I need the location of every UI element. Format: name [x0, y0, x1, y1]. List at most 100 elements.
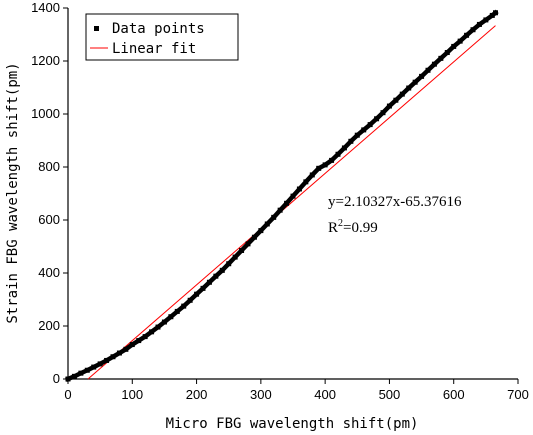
data-point	[483, 17, 489, 23]
r-squared-prefix: R	[328, 220, 338, 236]
y-tick-label: 600	[38, 212, 60, 227]
x-tick-label: 100	[121, 387, 143, 402]
data-point	[444, 50, 450, 56]
legend-box	[85, 13, 239, 61]
data-point	[78, 370, 84, 376]
data-point	[258, 228, 264, 234]
data-point	[264, 221, 270, 227]
data-point	[303, 179, 309, 185]
legend-marker-data-points	[94, 26, 99, 31]
data-point	[277, 207, 283, 213]
data-point	[91, 364, 97, 370]
data-point	[348, 138, 354, 144]
r-squared-exponent: 2	[338, 218, 343, 229]
data-point	[219, 267, 225, 273]
data-point	[431, 61, 437, 67]
r-squared: R2=0.99	[328, 218, 378, 236]
data-point	[104, 357, 110, 363]
data-point	[110, 354, 116, 360]
data-point	[271, 214, 277, 220]
data-point	[457, 38, 463, 44]
data-point	[309, 172, 315, 178]
data-point	[354, 132, 360, 138]
y-tick-label: 0	[53, 371, 60, 386]
y-tick-label: 1200	[31, 53, 60, 68]
r-squared-value: =0.99	[343, 220, 378, 236]
y-tick-label: 200	[38, 318, 60, 333]
data-point	[200, 285, 206, 291]
data-point	[84, 367, 90, 373]
linear-fit-line	[87, 25, 496, 380]
data-point	[226, 261, 232, 267]
y-tick-label: 1000	[31, 106, 60, 121]
data-point	[367, 122, 373, 128]
data-point	[374, 116, 380, 122]
data-point	[380, 110, 386, 116]
data-point	[341, 145, 347, 151]
data-point	[393, 97, 399, 103]
data-point	[489, 12, 495, 18]
legend: Data points Linear fit	[85, 13, 239, 61]
y-tick-label: 800	[38, 159, 60, 174]
data-point	[290, 193, 296, 199]
data-point	[399, 91, 405, 97]
ticks: 0 100 200 300 400 500 600 700 0 200 400 600 800 1000 1…	[31, 0, 529, 402]
data-point	[136, 338, 142, 344]
data-point	[451, 43, 457, 49]
data-point	[187, 297, 193, 303]
data-point	[322, 162, 328, 168]
x-tick-label: 0	[64, 387, 71, 402]
data-point	[406, 85, 412, 91]
data-point	[149, 329, 155, 335]
x-tick-label: 300	[250, 387, 272, 402]
data-point	[361, 127, 367, 133]
data-point	[245, 241, 251, 247]
data-point	[464, 32, 470, 38]
data-point	[123, 346, 129, 352]
x-tick-label: 600	[443, 387, 465, 402]
data-point	[181, 303, 187, 309]
data-point	[116, 350, 122, 356]
data-point	[168, 314, 174, 320]
data-point	[284, 200, 290, 206]
data-point	[316, 165, 322, 171]
data-point	[194, 291, 200, 297]
data-point	[335, 151, 341, 157]
x-axis-label: Micro FBG wavelength shift(pm)	[166, 416, 419, 432]
data-point	[129, 342, 135, 348]
linear-fit-layer	[87, 25, 496, 380]
data-point	[232, 254, 238, 260]
data-point	[174, 308, 180, 314]
data-point	[412, 79, 418, 85]
fit-equation: y=2.10327x-65.37616	[328, 194, 462, 210]
data-point	[213, 273, 219, 279]
data-point	[419, 73, 425, 79]
data-point	[251, 234, 257, 240]
data-point	[142, 334, 148, 340]
y-tick-label: 400	[38, 265, 60, 280]
data-point	[493, 10, 498, 16]
data-point	[239, 247, 245, 253]
data-point	[161, 319, 167, 325]
data-point	[386, 103, 392, 109]
y-axis-label: Strain FBG wavelength shift(pm)	[5, 62, 21, 323]
axes	[67, 8, 518, 380]
data-point	[206, 279, 212, 285]
data-point	[438, 55, 444, 61]
data-point	[329, 157, 335, 163]
data-point	[470, 27, 476, 33]
x-tick-label: 200	[186, 387, 208, 402]
legend-label-linear-fit: Linear fit	[112, 41, 196, 57]
data-point	[296, 186, 302, 192]
y-tick-label: 1400	[31, 0, 60, 15]
data-point	[97, 361, 103, 367]
data-point	[71, 373, 77, 379]
data-point	[476, 21, 482, 27]
data-point	[155, 324, 161, 330]
x-tick-label: 700	[507, 387, 529, 402]
data-point	[425, 67, 431, 73]
legend-label-data-points: Data points	[112, 21, 205, 37]
x-tick-label: 500	[379, 387, 401, 402]
data-points-layer	[65, 9, 499, 382]
